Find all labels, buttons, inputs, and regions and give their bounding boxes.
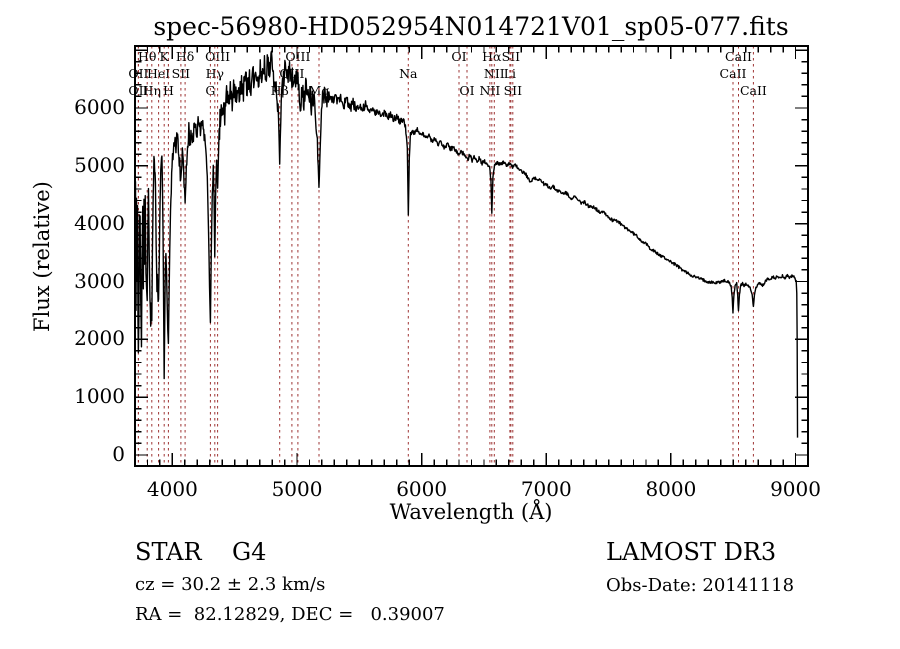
- x-tick-label: 6000: [396, 477, 448, 501]
- line-label: CaII: [720, 66, 747, 81]
- obs-date-value: Obs-Date: 20141118: [606, 575, 795, 596]
- line-label: OI: [451, 49, 466, 64]
- object-type-label: STAR: [135, 538, 202, 566]
- line-label: HeI: [147, 66, 170, 81]
- line-label: Hα: [482, 49, 502, 64]
- x-tick-label: 8000: [645, 477, 697, 501]
- ra-dec-value: RA = 82.12829, DEC = 0.39007: [135, 604, 445, 625]
- y-tick-label: 0: [112, 442, 125, 466]
- x-tick-label: 7000: [520, 477, 572, 501]
- y-tick-label: 6000: [74, 94, 125, 119]
- line-label: SII: [172, 66, 191, 81]
- y-tick-label: 5000: [74, 152, 125, 177]
- plot-title: spec-56980-HD052954N014721V01_sp05-077.f…: [153, 12, 789, 41]
- line-label: OIII: [205, 49, 230, 64]
- x-tick-label: 9000: [770, 477, 821, 501]
- line-label: CaII: [725, 49, 752, 64]
- x-tick-label: 5000: [271, 477, 323, 501]
- line-label: NII: [484, 66, 505, 81]
- x-tick-label: 4000: [146, 477, 198, 501]
- survey-label: LAMOST DR3: [606, 538, 777, 566]
- line-label: Li: [504, 66, 516, 81]
- x-axis-label: Wavelength (Å): [389, 500, 553, 524]
- y-tick-label: 3000: [74, 268, 125, 293]
- line-label: Na: [399, 66, 418, 81]
- line-label: Hγ: [206, 66, 224, 81]
- y-tick-label: 4000: [74, 210, 125, 235]
- y-tick-label: 2000: [74, 326, 125, 351]
- plot-frame: [134, 45, 809, 467]
- y-tick-label: 1000: [74, 384, 125, 409]
- line-label: K: [160, 49, 170, 64]
- line-label: SII: [502, 49, 521, 64]
- spectrum-trace: [134, 50, 799, 438]
- cz-value: cz = 30.2 ± 2.3 km/s: [135, 574, 326, 595]
- subclass-label: G4: [232, 538, 267, 566]
